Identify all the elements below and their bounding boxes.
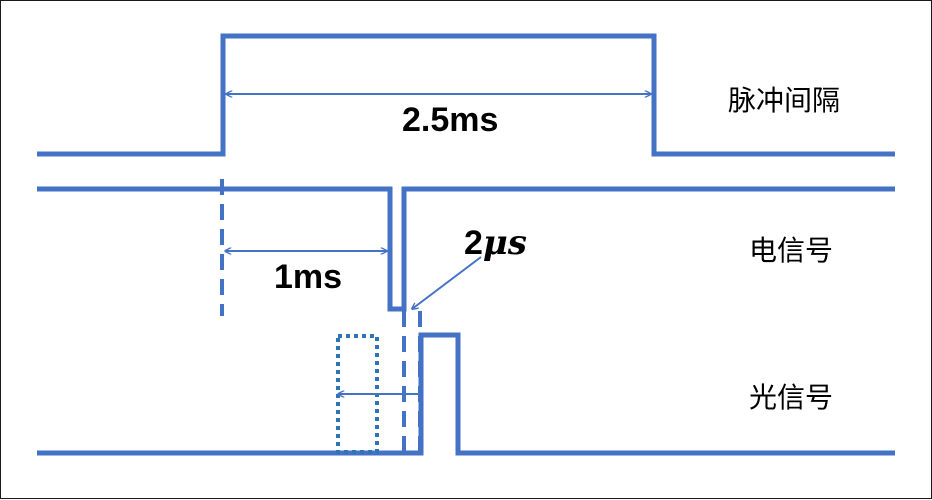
pulse-width-number: 2 <box>464 224 483 262</box>
optical-signal-label: 光信号 <box>749 381 834 414</box>
pulse-interval-waveform <box>37 33 895 157</box>
electrical-signal-label: 电信号 <box>749 234 834 267</box>
pulse-width-unit: μs <box>482 223 527 263</box>
optical-signal-waveform <box>37 332 895 456</box>
delay-label: 1ms <box>274 258 343 296</box>
pulse-width-pointer <box>412 256 482 309</box>
period-label: 2.5ms <box>402 101 499 139</box>
pulse-width-label: 2μs <box>464 223 527 263</box>
electrical-signal-waveform <box>37 186 895 312</box>
pulse-interval-label: 脉冲间隔 <box>728 84 841 117</box>
